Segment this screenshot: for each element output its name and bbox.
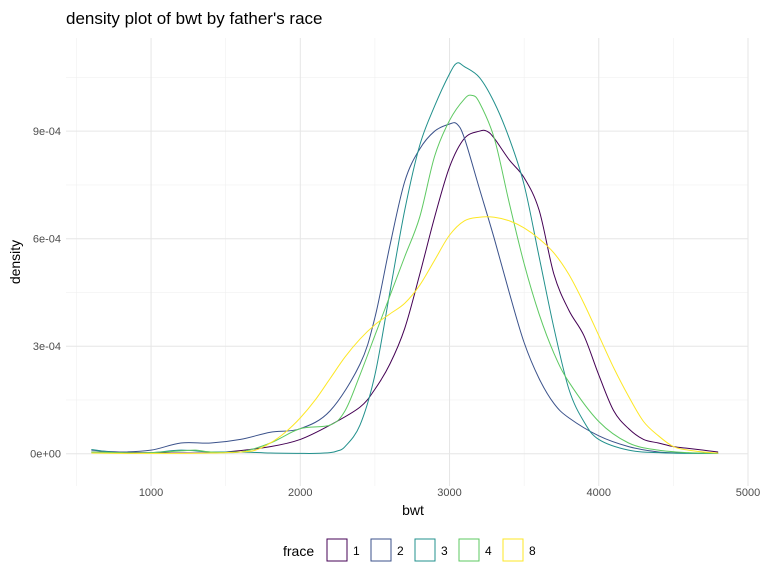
y-axis-title: density: [7, 240, 23, 284]
y-tick-labels: 0e+00 3e-04 6e-04 9e-04: [30, 126, 61, 461]
series-line-8: [91, 216, 719, 454]
series-line-4: [91, 94, 719, 454]
legend-label-4: 4: [485, 544, 492, 558]
x-tick-label: 3000: [437, 487, 461, 499]
y-tick-label: 0e+00: [30, 449, 61, 461]
legend-title: frace: [283, 543, 314, 559]
x-tick-label: 4000: [587, 487, 611, 499]
legend-label-8: 8: [529, 544, 536, 558]
x-axis-title: bwt: [402, 502, 424, 518]
series-line-1: [91, 129, 719, 454]
x-tick-label: 2000: [288, 487, 312, 499]
legend-key-8: [502, 538, 524, 562]
legend-key-4: [458, 538, 480, 562]
y-tick-label: 6e-04: [33, 234, 61, 246]
legend: frace 1 2 3 4 8: [283, 538, 536, 562]
series-lines: [91, 62, 719, 454]
legend-key-3: [414, 538, 436, 562]
legend-label-1: 1: [353, 544, 360, 558]
x-tick-label: 5000: [736, 487, 760, 499]
chart-title: density plot of bwt by father's race: [66, 9, 323, 28]
legend-label-2: 2: [397, 544, 404, 558]
legend-key-1: [326, 538, 348, 562]
legend-key-2: [370, 538, 392, 562]
y-tick-label: 3e-04: [33, 341, 61, 353]
grid-minor: [66, 38, 748, 486]
legend-label-3: 3: [441, 544, 448, 558]
x-tick-labels: 1000 2000 3000 4000 5000: [139, 487, 760, 499]
x-tick-label: 1000: [139, 487, 163, 499]
series-line-3: [91, 62, 719, 454]
grid-major: [66, 38, 749, 486]
y-tick-label: 9e-04: [33, 126, 61, 138]
series-line-2: [91, 122, 719, 454]
